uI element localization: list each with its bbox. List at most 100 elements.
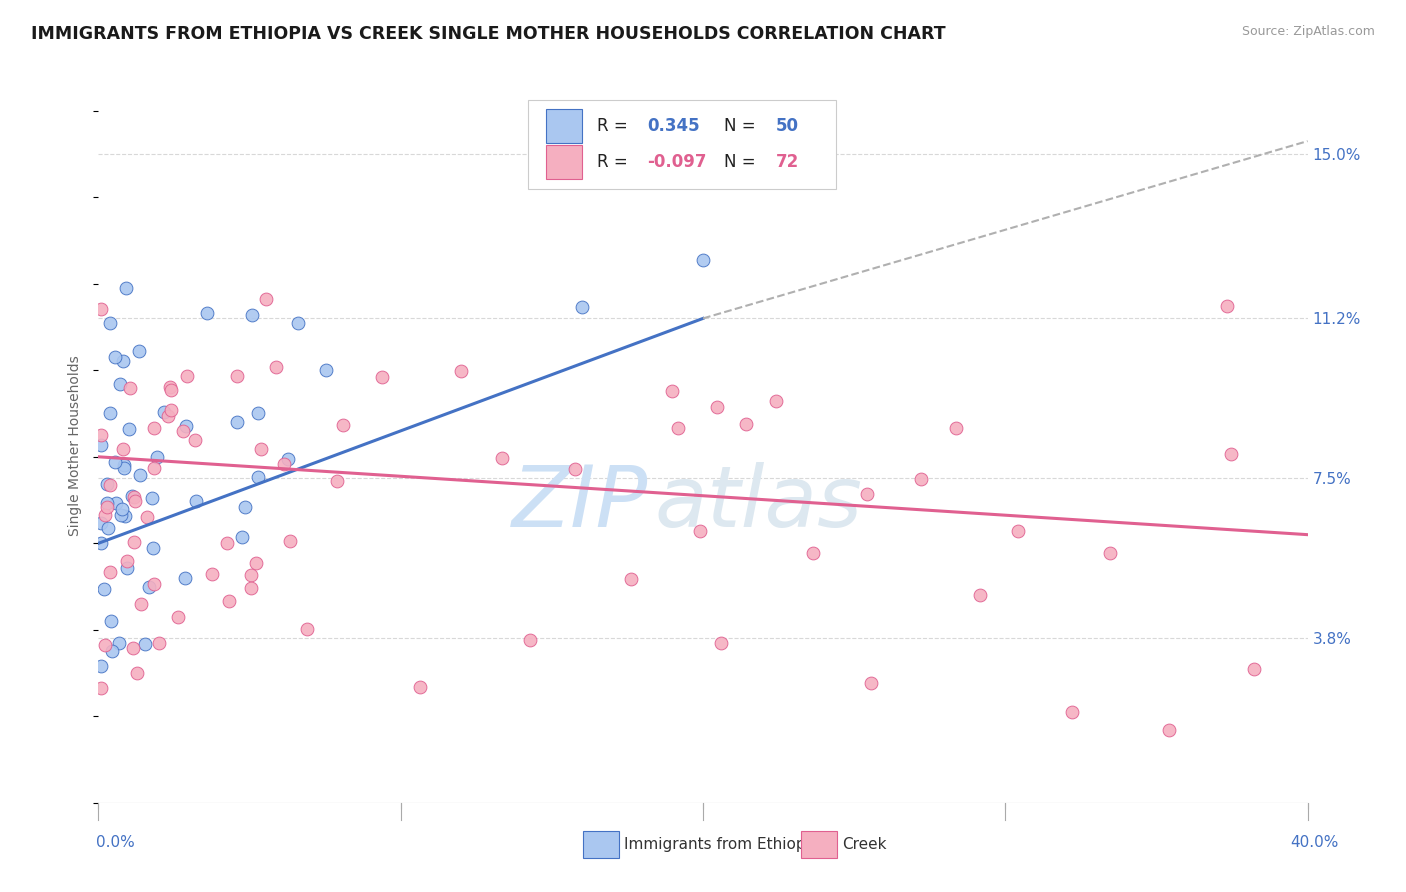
Point — [90, 659, 112, 673]
Point — [93, 508, 115, 522]
Point — [117, 560, 139, 574]
Point — [98, 478, 121, 492]
Text: atlas: atlas — [655, 461, 863, 545]
Point — [90, 681, 112, 695]
Point — [160, 383, 183, 397]
Point — [233, 500, 256, 514]
Point — [124, 494, 146, 508]
Point — [93, 582, 115, 596]
Point — [218, 594, 240, 608]
Point — [250, 442, 273, 456]
Point — [264, 359, 287, 374]
Point — [246, 406, 269, 420]
Point — [134, 637, 156, 651]
Point — [114, 508, 136, 523]
Point — [98, 406, 121, 420]
Point — [122, 641, 145, 656]
Point — [225, 415, 247, 429]
Point — [111, 354, 134, 368]
FancyBboxPatch shape — [527, 100, 837, 189]
Point — [159, 403, 181, 417]
Point — [110, 376, 132, 391]
Text: 0.0%: 0.0% — [96, 836, 135, 850]
FancyBboxPatch shape — [546, 145, 582, 179]
Point — [240, 309, 263, 323]
Point — [128, 344, 150, 359]
Point — [142, 461, 165, 475]
Point — [174, 571, 197, 585]
Point — [112, 458, 135, 472]
Point — [371, 370, 394, 384]
Point — [217, 536, 239, 550]
Point — [122, 535, 145, 549]
FancyBboxPatch shape — [546, 109, 582, 144]
Point — [945, 420, 967, 434]
Point — [98, 565, 121, 579]
Point — [859, 675, 882, 690]
Point — [112, 461, 135, 475]
Point — [94, 638, 117, 652]
Point — [96, 495, 118, 509]
Point — [195, 306, 218, 320]
Point — [247, 469, 270, 483]
Point — [1219, 446, 1241, 460]
Point — [167, 610, 190, 624]
Point — [96, 477, 118, 491]
Point — [1243, 662, 1265, 676]
Point — [801, 546, 824, 560]
Point — [97, 521, 120, 535]
Point — [118, 422, 141, 436]
Point — [326, 475, 349, 489]
Text: Creek: Creek — [842, 838, 887, 852]
Point — [121, 489, 143, 503]
Point — [108, 636, 131, 650]
Point — [122, 490, 145, 504]
Text: N =: N = — [724, 118, 761, 136]
Text: 72: 72 — [776, 153, 799, 171]
Point — [112, 442, 135, 456]
Point — [692, 252, 714, 267]
Point — [277, 451, 299, 466]
Text: Source: ZipAtlas.com: Source: ZipAtlas.com — [1241, 25, 1375, 38]
Point — [176, 369, 198, 384]
Point — [254, 292, 277, 306]
Point — [231, 530, 253, 544]
Point — [710, 636, 733, 650]
Point — [1007, 524, 1029, 538]
Point — [735, 417, 758, 431]
Point — [184, 494, 207, 508]
Point — [115, 281, 138, 295]
Point — [184, 433, 207, 447]
Point — [153, 405, 176, 419]
Point — [1098, 546, 1121, 560]
Text: -0.097: -0.097 — [647, 153, 707, 171]
Point — [96, 500, 118, 514]
Point — [450, 364, 472, 378]
Point — [315, 363, 337, 377]
Point — [661, 384, 683, 399]
Point — [138, 580, 160, 594]
Point — [856, 486, 879, 500]
Point — [142, 541, 165, 555]
Text: 50: 50 — [776, 118, 799, 136]
Point — [571, 300, 593, 314]
Point — [100, 614, 122, 628]
Point — [104, 496, 127, 510]
Point — [969, 588, 991, 602]
Point — [148, 636, 170, 650]
Point — [706, 401, 728, 415]
Point — [143, 421, 166, 435]
Point — [115, 554, 138, 568]
Y-axis label: Single Mother Households: Single Mother Households — [69, 356, 83, 536]
Point — [910, 472, 932, 486]
Point — [104, 351, 127, 365]
Point — [332, 417, 354, 432]
Point — [90, 516, 112, 531]
Point — [287, 316, 309, 330]
Point — [564, 462, 586, 476]
Text: R =: R = — [596, 118, 633, 136]
Point — [104, 455, 127, 469]
Point — [226, 368, 249, 383]
Point — [174, 419, 197, 434]
Point — [90, 438, 112, 452]
